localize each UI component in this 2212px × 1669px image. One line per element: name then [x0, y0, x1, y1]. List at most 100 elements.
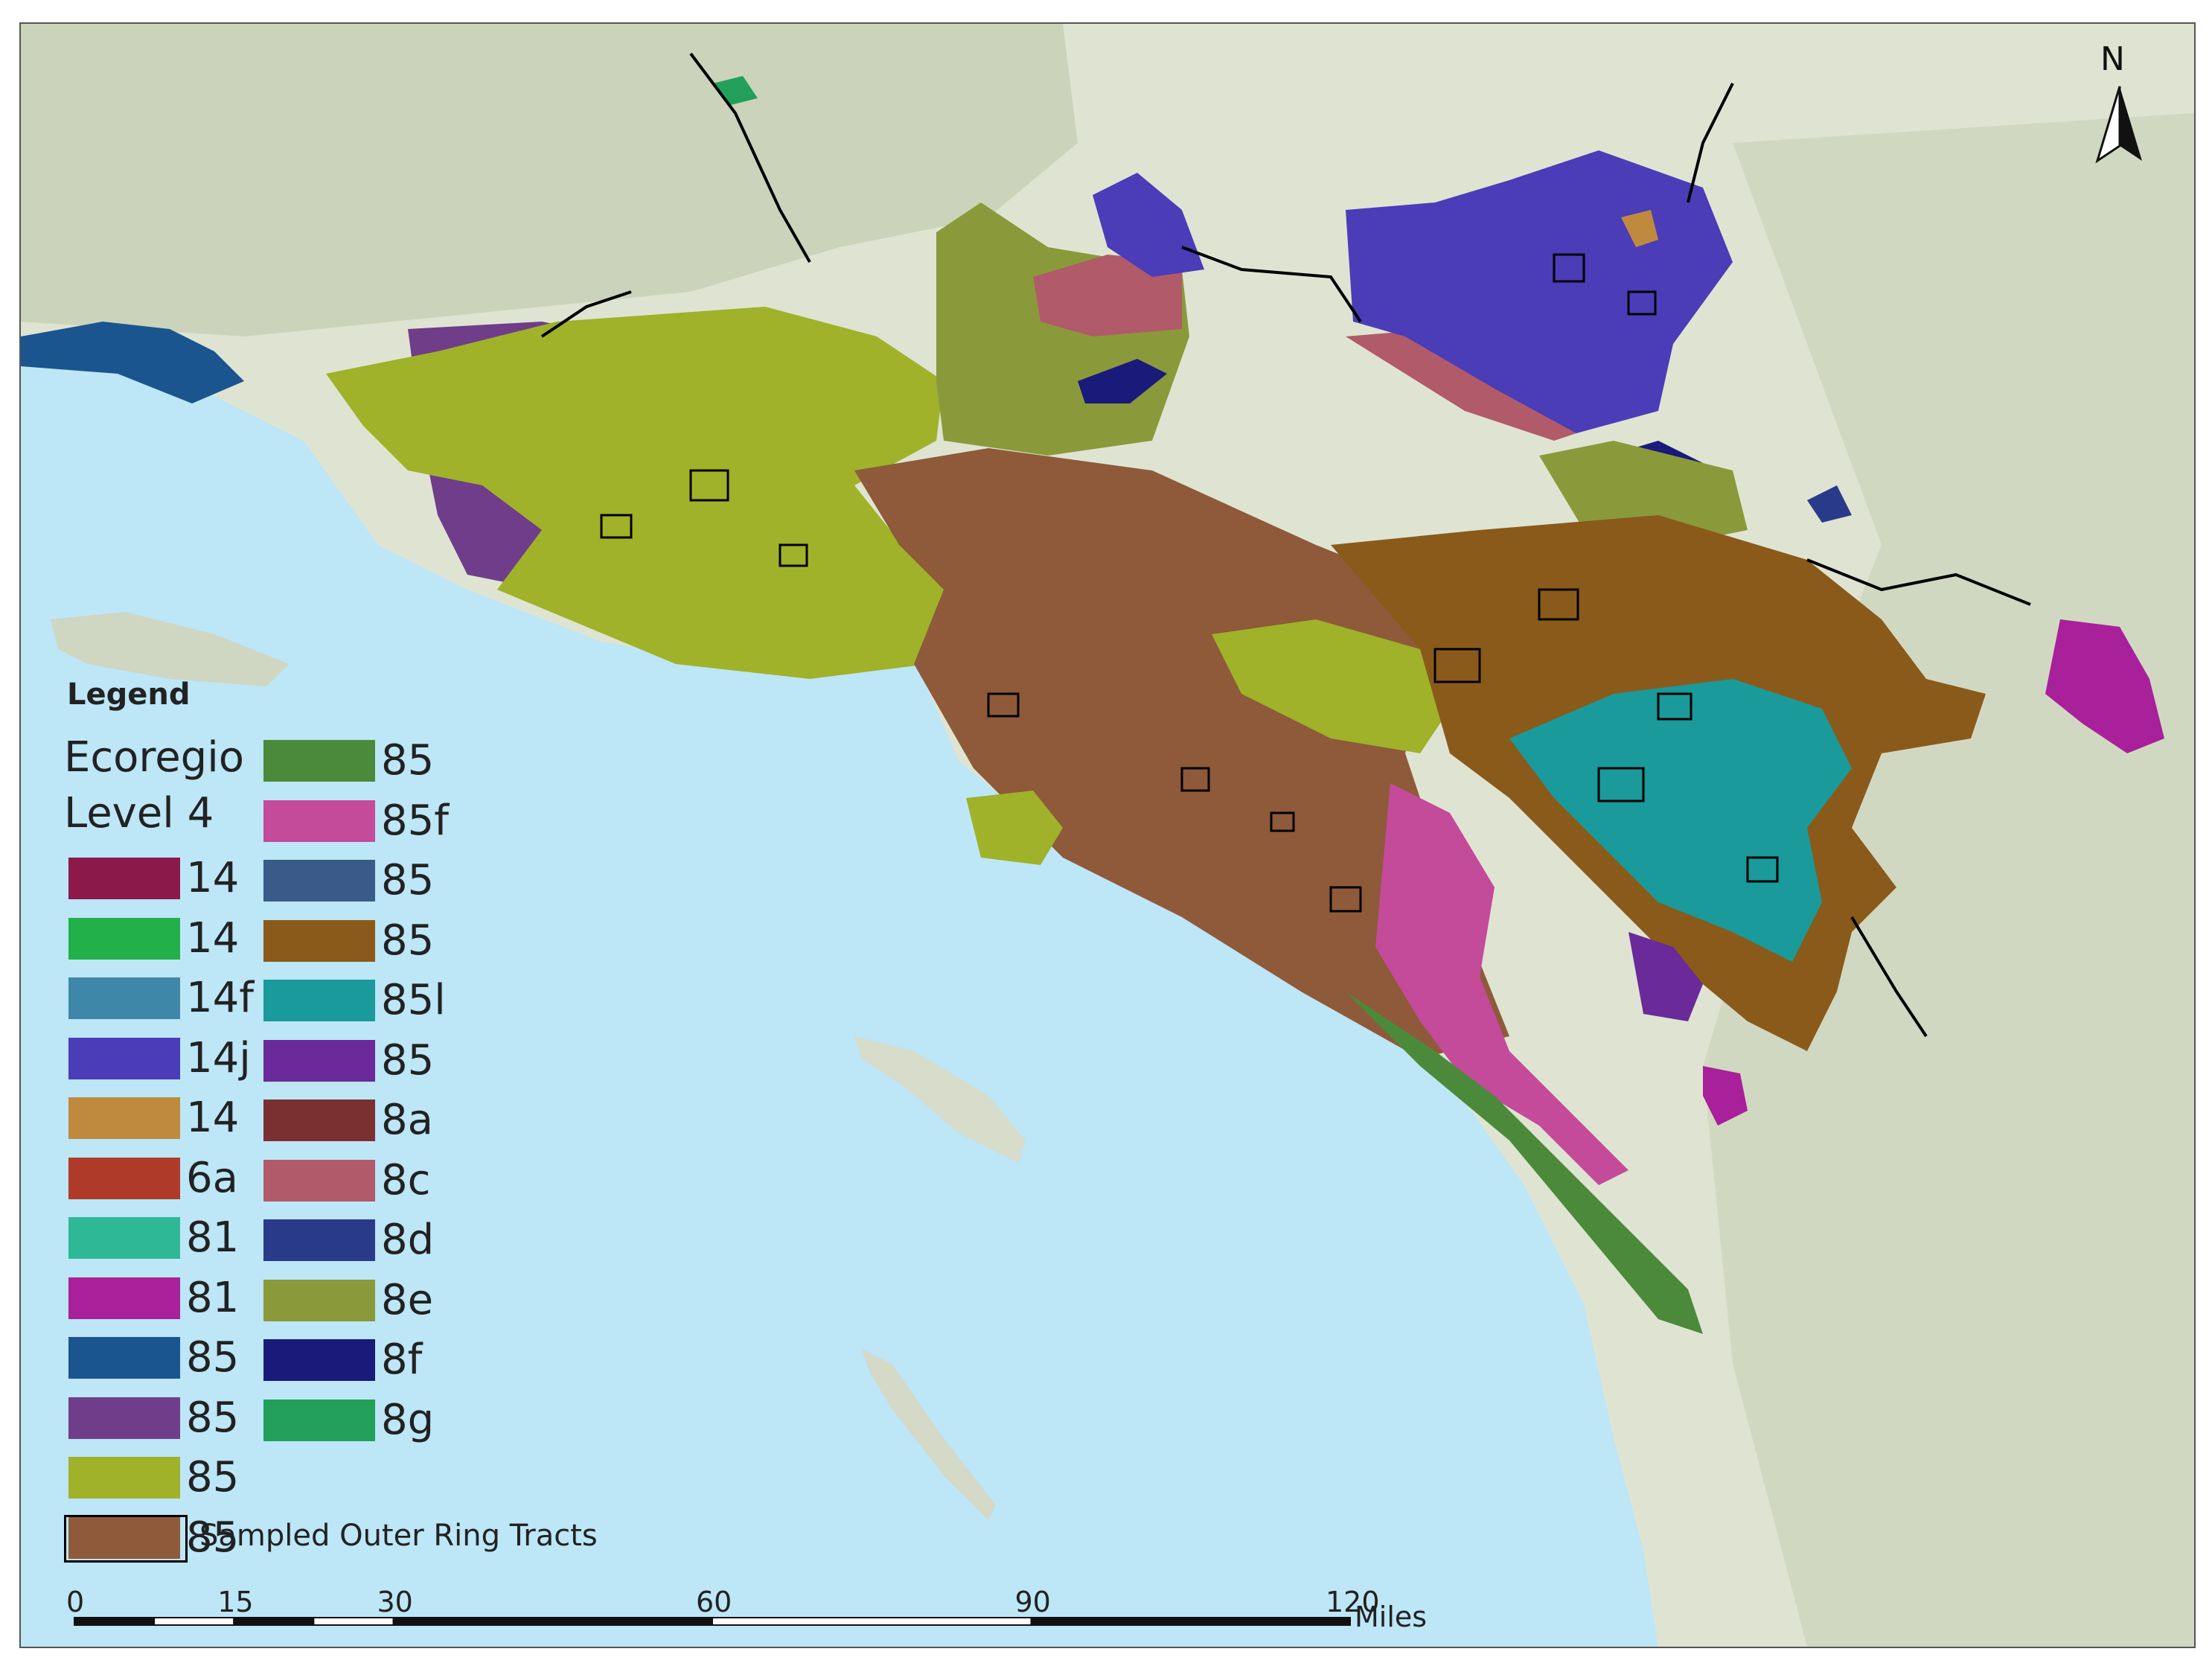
legend-swatch [68, 917, 180, 960]
legend-swatch [263, 1339, 375, 1381]
legend-label: 85 [381, 1035, 435, 1085]
tract-outline [1270, 811, 1295, 832]
north-arrow-icon [2095, 86, 2142, 164]
ecoregion-85-green [1346, 992, 1703, 1334]
legend-label: 85 [381, 856, 435, 904]
legend-swatch [68, 1397, 180, 1439]
san-clemente-island [862, 1349, 996, 1520]
legend-label: 85 [381, 736, 435, 785]
ecoregion-85f [1375, 783, 1628, 1185]
legend-label: 85 [186, 1333, 240, 1382]
ecoregion-8e-east [1539, 441, 1748, 545]
santa-cruz-island [51, 612, 289, 686]
ecoregion-85-olive [326, 307, 988, 679]
tract-outline [1553, 253, 1585, 283]
legend-swatch [263, 1039, 375, 1082]
legend-label: 8d [381, 1216, 435, 1264]
scale-tick-label: 15 [217, 1586, 254, 1618]
legend-swatch [263, 1159, 375, 1202]
legend-label: 14 [186, 913, 240, 963]
legend-swatch [263, 1100, 375, 1141]
legend-swatch [263, 919, 375, 962]
legend-label: 14j [186, 1033, 251, 1082]
legend-label: 81 [186, 1273, 240, 1322]
tract-outline [1433, 648, 1481, 683]
tract-outline [689, 469, 729, 502]
map-frame[interactable] [19, 22, 2196, 1648]
mountain-terrain [21, 24, 1078, 336]
legend-label: 14f [186, 974, 254, 1022]
ecoregion-14-tan [1621, 210, 1658, 247]
legend-label: 81 [186, 1213, 240, 1262]
tract-outline [1597, 767, 1645, 802]
legend-heading-line1: Ecoregio [64, 733, 245, 782]
tract-legend-swatch [64, 1515, 188, 1563]
santa-catalina-island [854, 1036, 1026, 1163]
tract-outline [987, 692, 1020, 718]
mountain-terrain-east [1703, 113, 2194, 1647]
tract-outline [600, 514, 633, 539]
legend-swatch [68, 1217, 180, 1259]
legend-swatch [68, 1516, 180, 1559]
legend-swatch [263, 800, 375, 842]
tract-outline [779, 543, 808, 567]
tract-outline [1329, 886, 1362, 913]
ecoregion-8d [1807, 485, 1852, 523]
tract-outline [1657, 692, 1692, 721]
ecoregion-8c-east [1346, 329, 1599, 441]
legend-swatch [263, 1399, 375, 1441]
tract-outline [1746, 856, 1779, 883]
scale-tick-label: 30 [377, 1586, 413, 1618]
legend-swatch [263, 1279, 375, 1321]
ecoregion-map[interactable] [21, 24, 2194, 1647]
legend-swatch [68, 1457, 180, 1499]
tract-legend-label: Sampled Outer Ring Tracts [199, 1519, 598, 1553]
legend-swatch [68, 1157, 180, 1199]
tract-outline [1627, 290, 1657, 316]
ecoregion-8f [1078, 359, 1167, 403]
legend-swatch [68, 977, 180, 1019]
scale-tick-label: 90 [1014, 1586, 1051, 1618]
ecoregion-85-olive-inland [1212, 619, 1450, 753]
scale-tick-label: 120 [1326, 1586, 1380, 1618]
scale-tick-label: 0 [66, 1586, 85, 1618]
legend-swatch [68, 1337, 180, 1379]
legend-label: 14 [186, 854, 240, 902]
legend-label: 85 [186, 1453, 240, 1502]
ecoregion-85-brown [854, 448, 1509, 1059]
legend-swatch [68, 858, 180, 899]
ecoregion-81-magenta [2045, 619, 2164, 753]
ecoregion-85-green-palos [966, 791, 1063, 865]
legend-label: 8g [381, 1395, 435, 1444]
legend-label: 6a [186, 1153, 238, 1202]
legend-heading-line2: Level 4 [64, 789, 214, 837]
legend-swatch [263, 1219, 375, 1261]
legend-label: 85l [381, 976, 446, 1024]
ecoregion-85-dark-blue [21, 322, 244, 403]
legend-label: 14 [186, 1094, 240, 1142]
tract-outline [1538, 588, 1579, 621]
road-network [540, 52, 2031, 1038]
ecoregion-8c [1033, 255, 1182, 336]
ecoregion-85l [1509, 679, 1852, 962]
legend-title: Legend [67, 677, 191, 712]
ecoregion-14j-west [1093, 173, 1204, 277]
legend-label: 85 [186, 1393, 240, 1442]
legend-label: 8a [381, 1096, 433, 1144]
legend-swatch [263, 980, 375, 1021]
scale-units-label: Miles [1355, 1601, 1428, 1633]
tract-outline [1180, 767, 1210, 792]
legend-label: 8f [381, 1335, 423, 1384]
legend-label: 8e [381, 1275, 434, 1324]
legend-label: 85f [381, 796, 449, 845]
legend-label: 85 [381, 916, 435, 965]
legend-label: 85 [186, 1513, 240, 1562]
scale-tick-label: 60 [696, 1586, 732, 1618]
north-letter: N [2100, 40, 2125, 78]
legend-swatch [68, 1277, 180, 1319]
legend-label: 8c [381, 1155, 431, 1204]
legend-swatch [68, 1037, 180, 1079]
ecoregion-85-violet [1628, 932, 1703, 1021]
legend-swatch [263, 860, 375, 901]
legend-swatch [263, 740, 375, 782]
